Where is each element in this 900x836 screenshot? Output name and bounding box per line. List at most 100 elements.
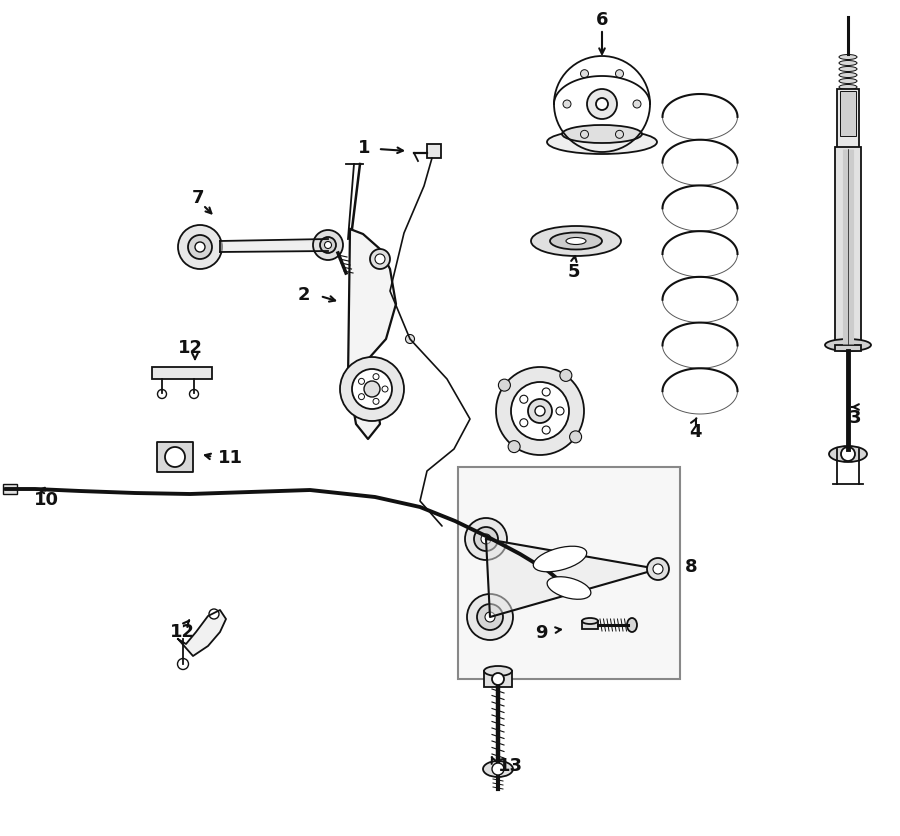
Ellipse shape	[839, 61, 857, 66]
Bar	[3, 484, 17, 494]
Circle shape	[370, 250, 390, 270]
Ellipse shape	[839, 55, 857, 60]
Circle shape	[485, 612, 495, 622]
Circle shape	[195, 242, 205, 252]
Circle shape	[382, 386, 388, 393]
Circle shape	[520, 395, 527, 404]
Circle shape	[596, 99, 608, 111]
Circle shape	[492, 673, 504, 686]
Circle shape	[313, 231, 343, 261]
Circle shape	[535, 406, 545, 416]
Circle shape	[496, 368, 584, 456]
Circle shape	[560, 370, 572, 382]
Circle shape	[165, 447, 185, 467]
Circle shape	[358, 394, 365, 400]
Circle shape	[477, 604, 503, 630]
Bar	[835, 148, 861, 343]
Circle shape	[520, 420, 527, 427]
Circle shape	[841, 447, 855, 461]
Ellipse shape	[547, 131, 657, 155]
Circle shape	[209, 609, 219, 619]
Circle shape	[653, 564, 663, 574]
Circle shape	[528, 400, 552, 424]
Circle shape	[178, 226, 222, 270]
Circle shape	[373, 375, 379, 380]
Circle shape	[325, 242, 331, 249]
Circle shape	[190, 390, 199, 399]
Polygon shape	[486, 539, 658, 617]
Circle shape	[375, 255, 385, 265]
Circle shape	[587, 90, 617, 120]
Ellipse shape	[483, 761, 513, 777]
Ellipse shape	[562, 126, 642, 144]
Bar	[837, 90, 859, 150]
Circle shape	[542, 426, 550, 435]
Circle shape	[188, 236, 212, 260]
Ellipse shape	[627, 619, 637, 632]
Circle shape	[492, 763, 504, 775]
Text: 13: 13	[498, 756, 523, 774]
Text: 12: 12	[177, 339, 202, 357]
Circle shape	[467, 594, 513, 640]
Circle shape	[580, 70, 589, 79]
Bar	[427, 145, 441, 159]
Text: 2: 2	[298, 286, 310, 303]
Circle shape	[406, 335, 415, 344]
Polygon shape	[348, 230, 396, 440]
Circle shape	[177, 659, 188, 670]
Ellipse shape	[839, 68, 857, 73]
Ellipse shape	[825, 339, 871, 352]
Text: 7: 7	[192, 189, 204, 206]
Circle shape	[481, 534, 491, 544]
Bar	[835, 345, 861, 352]
Circle shape	[511, 383, 569, 441]
Text: 9: 9	[536, 624, 548, 641]
Text: 6: 6	[596, 11, 608, 29]
Text: 3: 3	[849, 409, 861, 426]
Circle shape	[465, 518, 507, 560]
Circle shape	[340, 358, 404, 421]
Circle shape	[647, 558, 669, 580]
Circle shape	[580, 131, 589, 139]
Circle shape	[633, 101, 641, 109]
Circle shape	[499, 380, 510, 392]
Ellipse shape	[839, 85, 857, 90]
Ellipse shape	[484, 666, 512, 676]
Circle shape	[508, 441, 520, 453]
Circle shape	[616, 70, 624, 79]
Bar	[152, 368, 212, 380]
Ellipse shape	[547, 577, 591, 599]
Ellipse shape	[534, 547, 587, 572]
Circle shape	[556, 407, 564, 415]
Circle shape	[616, 131, 624, 139]
Bar	[458, 467, 680, 679]
Ellipse shape	[839, 79, 857, 84]
Text: 1: 1	[357, 139, 370, 157]
Ellipse shape	[550, 233, 602, 250]
Text: 11: 11	[218, 448, 243, 466]
Circle shape	[542, 389, 550, 396]
Text: 12: 12	[169, 622, 194, 640]
Circle shape	[158, 390, 166, 399]
Ellipse shape	[566, 238, 586, 245]
Circle shape	[358, 379, 365, 385]
Bar	[157, 442, 193, 472]
Text: 5: 5	[568, 263, 580, 281]
Polygon shape	[178, 610, 226, 656]
Ellipse shape	[582, 619, 598, 624]
Ellipse shape	[829, 446, 867, 462]
Circle shape	[364, 381, 380, 398]
Bar	[840, 92, 856, 137]
Bar	[484, 671, 512, 687]
Ellipse shape	[531, 227, 621, 257]
Text: 8: 8	[685, 558, 698, 575]
Circle shape	[352, 370, 392, 410]
Circle shape	[474, 528, 498, 551]
Bar	[582, 621, 598, 630]
Circle shape	[570, 431, 581, 443]
Ellipse shape	[839, 74, 857, 79]
Circle shape	[320, 237, 336, 253]
Circle shape	[563, 101, 571, 109]
Circle shape	[373, 399, 379, 405]
Text: 10: 10	[33, 491, 58, 508]
